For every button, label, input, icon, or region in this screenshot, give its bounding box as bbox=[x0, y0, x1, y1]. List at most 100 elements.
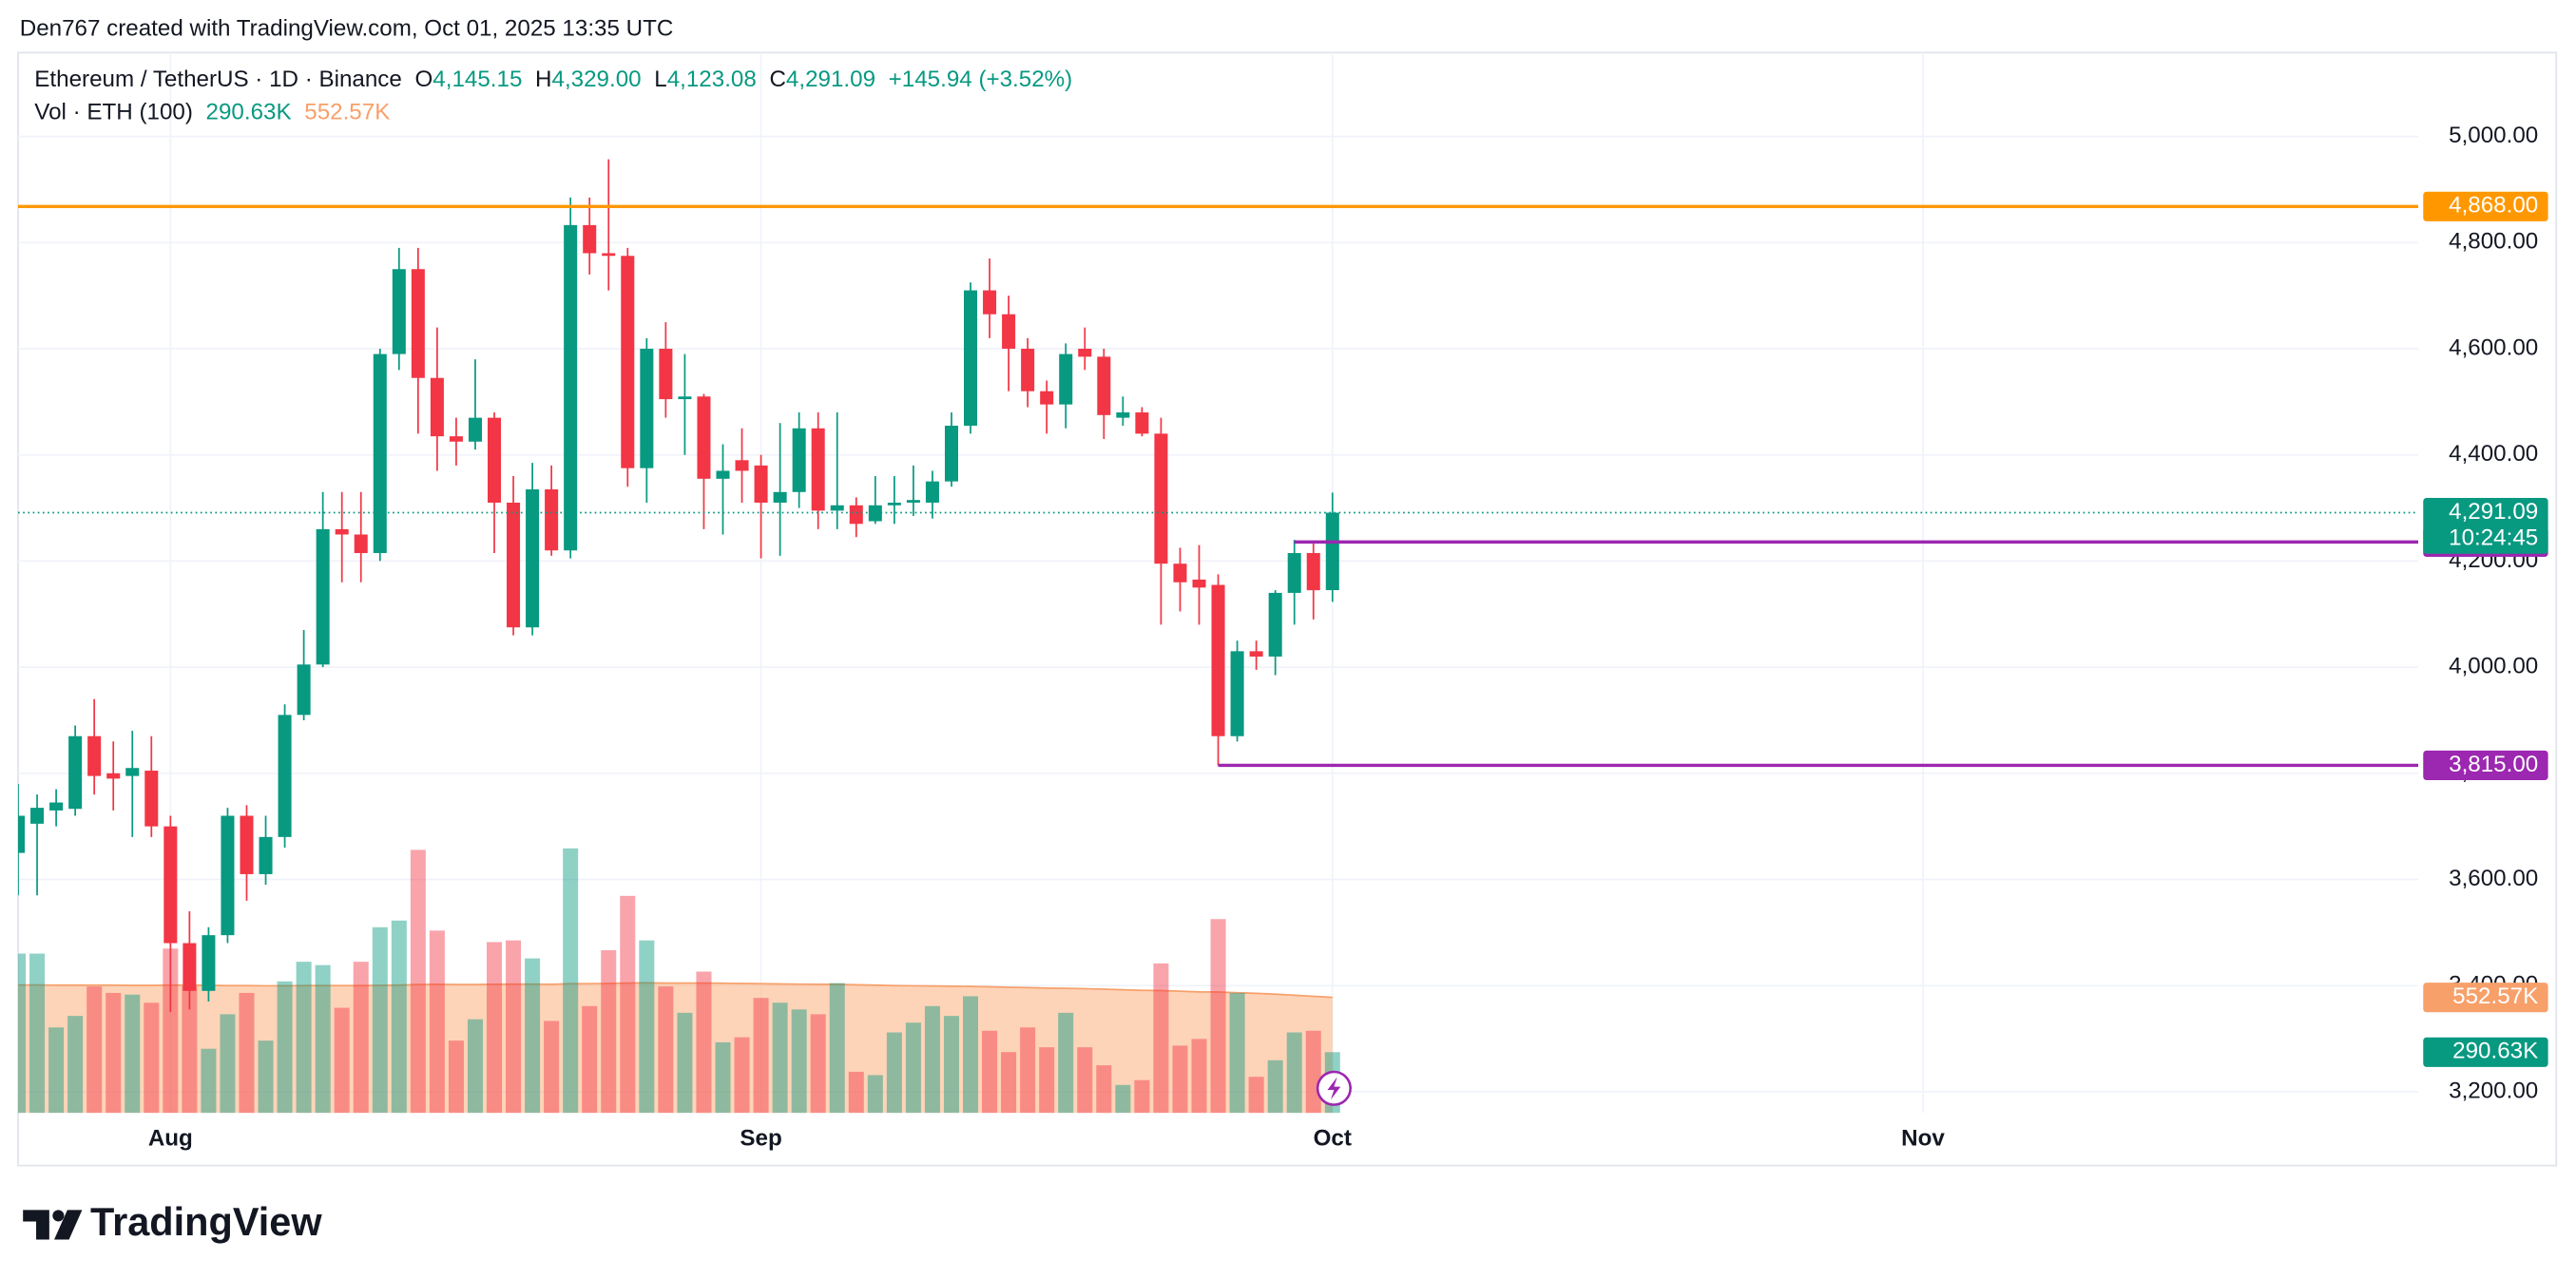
candle-body bbox=[1135, 412, 1149, 434]
volume-bar bbox=[525, 958, 541, 1114]
legend-low: 4,123.08 bbox=[667, 67, 757, 92]
legend-close: 4,291.09 bbox=[786, 67, 875, 92]
volume-bar bbox=[620, 895, 636, 1114]
candle-body bbox=[49, 802, 64, 811]
candle-body bbox=[1287, 553, 1301, 593]
volume-bar bbox=[334, 1007, 350, 1114]
candle-body bbox=[18, 815, 26, 853]
grid bbox=[18, 52, 2419, 1114]
candle-body bbox=[1325, 512, 1339, 591]
volume-bar bbox=[448, 1040, 464, 1114]
candle-body bbox=[1211, 584, 1225, 736]
candle-body bbox=[1059, 353, 1073, 405]
volume-bar bbox=[1134, 1079, 1150, 1114]
candle-body bbox=[1154, 433, 1168, 564]
legend-open: 4,145.15 bbox=[433, 67, 522, 92]
volume-bar bbox=[106, 992, 122, 1114]
volume-badge bbox=[2423, 983, 2548, 1013]
y-tick-label: 5,000.00 bbox=[2449, 123, 2538, 148]
volume-badge bbox=[2423, 1037, 2548, 1067]
candle-body bbox=[278, 715, 292, 837]
volume-bar bbox=[1248, 1077, 1264, 1114]
candle-body bbox=[640, 349, 654, 468]
legend-volume-value: 290.63K bbox=[206, 100, 292, 125]
candle-body bbox=[1173, 563, 1187, 582]
candle-body bbox=[811, 428, 825, 511]
candle-body bbox=[678, 396, 692, 400]
volume-bar bbox=[1039, 1047, 1055, 1114]
volume-bar bbox=[886, 1032, 902, 1114]
candle-body bbox=[1021, 349, 1035, 391]
candle-body bbox=[468, 417, 482, 442]
volume-ma-area bbox=[18, 983, 1333, 1114]
candle-body bbox=[697, 396, 711, 479]
candle-body bbox=[392, 269, 406, 354]
volume-bar bbox=[829, 983, 845, 1114]
x-tick-label: Aug bbox=[148, 1125, 193, 1151]
candle-body bbox=[1192, 579, 1206, 588]
volume-bar bbox=[163, 948, 179, 1114]
volume-bar bbox=[544, 1021, 560, 1114]
volume-bar bbox=[601, 950, 617, 1114]
volume-bar bbox=[1267, 1059, 1283, 1114]
volume-bar bbox=[1077, 1047, 1093, 1114]
candle-body bbox=[925, 481, 939, 503]
candle-body bbox=[449, 436, 463, 442]
level-label: 4,868.00 bbox=[2449, 193, 2538, 219]
plot bbox=[18, 159, 2419, 1114]
volume-bar bbox=[296, 962, 312, 1114]
candle-body bbox=[221, 815, 235, 936]
x-tick-label: Nov bbox=[1901, 1125, 1945, 1151]
volume-bar bbox=[315, 964, 331, 1114]
candle-body bbox=[354, 534, 368, 554]
volume-bar bbox=[506, 940, 522, 1114]
candle-body bbox=[1097, 356, 1111, 415]
candle-body bbox=[507, 502, 521, 628]
candle-body bbox=[430, 377, 444, 437]
candle-body bbox=[526, 489, 540, 628]
x-tick-label: Oct bbox=[1314, 1125, 1352, 1151]
volume-bar bbox=[410, 849, 426, 1114]
volume-bar bbox=[201, 1048, 217, 1114]
volume-bar bbox=[810, 1014, 826, 1114]
candle-body bbox=[906, 500, 920, 503]
legend-symbol: Ethereum / TetherUS · 1D · Binance bbox=[34, 67, 402, 92]
replay-icon[interactable] bbox=[1316, 1070, 1352, 1106]
price-countdown: 10:24:45 bbox=[2449, 525, 2538, 551]
volume-bar bbox=[753, 998, 769, 1114]
volume-bar bbox=[924, 1005, 940, 1114]
volume-bar bbox=[696, 971, 712, 1114]
legend-change: +145.94 (+3.52%) bbox=[889, 67, 1073, 92]
candle-body bbox=[125, 768, 140, 776]
legend-l: L bbox=[654, 67, 666, 92]
volume-bar bbox=[963, 996, 979, 1114]
candle-body bbox=[202, 935, 216, 991]
candle-body bbox=[1002, 314, 1016, 350]
candle-body bbox=[602, 253, 616, 257]
volume-bar bbox=[867, 1075, 883, 1114]
volume-bar bbox=[144, 1002, 160, 1114]
logo-text: TradingView bbox=[90, 1199, 322, 1244]
volume-bar bbox=[125, 994, 141, 1114]
badges: 4,868.004,235.863,815.004,291.0910:24:45… bbox=[2423, 191, 2548, 1067]
volume-bar bbox=[563, 848, 579, 1114]
candle-body bbox=[106, 773, 121, 779]
volume-bar bbox=[1153, 963, 1169, 1114]
legend-volume: Vol · ETH (100) 290.63K 552.57K bbox=[34, 100, 390, 125]
candle-body bbox=[373, 353, 387, 554]
volume-bar bbox=[734, 1037, 750, 1114]
legend-c: C bbox=[769, 67, 785, 92]
candle-body bbox=[1116, 412, 1130, 418]
candle-body bbox=[830, 505, 844, 511]
candle-body bbox=[1306, 553, 1320, 591]
legend-h: H bbox=[535, 67, 551, 92]
legend-o: O bbox=[414, 67, 433, 92]
candle-body bbox=[183, 943, 197, 991]
candle-body bbox=[849, 505, 863, 525]
volume-bar bbox=[87, 986, 103, 1114]
y-tick-label: 4,400.00 bbox=[2449, 441, 2538, 467]
volume-bar bbox=[715, 1041, 731, 1114]
volume-bar bbox=[239, 992, 255, 1114]
chart-frame bbox=[17, 51, 2558, 1167]
